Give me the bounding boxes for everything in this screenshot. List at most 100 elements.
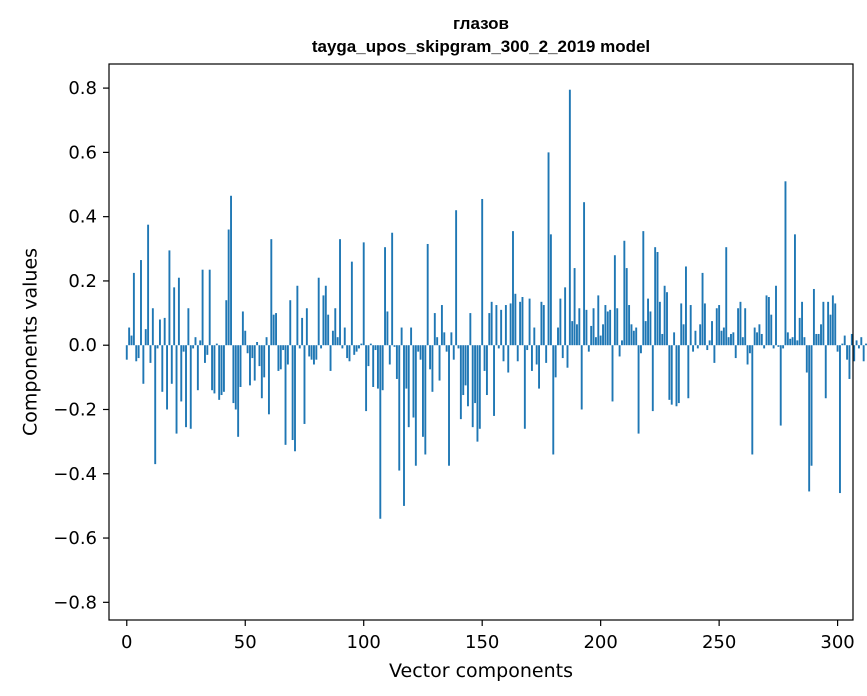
bar [760, 333, 763, 346]
bar [367, 345, 370, 367]
bar [829, 314, 832, 346]
bar [315, 345, 318, 360]
bar [388, 345, 391, 365]
bar [272, 314, 275, 346]
bar [734, 345, 737, 359]
bar [253, 345, 256, 381]
bar [350, 261, 353, 346]
bar [417, 345, 420, 352]
bar [514, 293, 517, 346]
bar [699, 324, 702, 346]
bar [237, 345, 240, 437]
bar [547, 152, 550, 346]
bar [611, 345, 614, 402]
bar [796, 340, 799, 346]
bar [175, 345, 178, 434]
y-tick-label: −0.4 [53, 464, 97, 485]
bar [327, 314, 330, 346]
bar [488, 313, 491, 346]
bar [308, 345, 311, 357]
bars-group [125, 89, 867, 519]
bar [258, 345, 261, 367]
bar [469, 313, 472, 346]
bar [215, 343, 218, 346]
bar [208, 269, 211, 346]
bar [279, 345, 282, 370]
bar [689, 305, 692, 346]
bar [677, 345, 680, 404]
bar [142, 345, 145, 384]
bar [249, 345, 251, 386]
bar [703, 303, 706, 346]
bar [244, 330, 247, 346]
bar [443, 332, 446, 346]
bar [860, 337, 863, 346]
bar [471, 345, 474, 428]
chart-title-line2: tayga_upos_skipgram_300_2_2019 model [312, 37, 650, 56]
bar [132, 272, 135, 346]
bar [786, 332, 789, 346]
bar [744, 308, 747, 346]
bar [791, 337, 794, 346]
bar [284, 345, 287, 445]
bar [590, 325, 593, 346]
bar [751, 345, 754, 455]
bar [189, 345, 192, 429]
bar [206, 345, 209, 355]
bar [398, 345, 401, 471]
bar [668, 345, 671, 400]
bar [204, 345, 206, 363]
bar [376, 345, 379, 389]
bar [317, 277, 320, 346]
bar [701, 272, 704, 346]
y-axis: −0.8 −0.6 −0.4 −0.2 0.0 0.2 0.4 0.6 0.8 [53, 78, 109, 613]
bar [196, 345, 199, 391]
bar [256, 342, 259, 346]
bar [140, 260, 142, 346]
bar [599, 335, 602, 346]
y-tick-label: 0.2 [68, 271, 97, 292]
bar [663, 285, 666, 346]
bar [516, 345, 519, 362]
bar [476, 345, 479, 442]
bar [507, 345, 510, 373]
bar [336, 337, 339, 346]
bar [727, 337, 730, 346]
bar [765, 295, 768, 346]
bar [841, 343, 844, 346]
bar [810, 345, 813, 466]
bar [606, 311, 609, 346]
bar [353, 345, 356, 355]
bar [277, 345, 280, 371]
y-tick-label: −0.2 [53, 399, 97, 420]
bar [561, 345, 564, 359]
x-tick-label: 300 [820, 632, 854, 653]
bar [545, 345, 548, 363]
y-tick-label: −0.6 [53, 528, 97, 549]
bar [822, 301, 825, 346]
bar [857, 345, 860, 349]
y-tick-label: 0.4 [68, 207, 97, 228]
bar [782, 345, 785, 349]
bar [305, 308, 308, 346]
bar [303, 345, 306, 424]
bar [395, 345, 398, 379]
bar [275, 313, 277, 346]
bar [746, 345, 749, 365]
bar [571, 321, 574, 346]
bar [557, 327, 559, 346]
bar [407, 345, 410, 428]
bar [654, 247, 657, 346]
bar [642, 231, 645, 346]
bar [741, 337, 744, 346]
bar [535, 345, 538, 365]
bar [403, 345, 405, 506]
bar [564, 287, 567, 346]
bar [594, 337, 597, 346]
bar [696, 345, 699, 349]
bar [848, 345, 851, 379]
bar [331, 330, 334, 346]
bar [426, 243, 429, 346]
bar [358, 345, 360, 349]
bar [343, 327, 346, 346]
